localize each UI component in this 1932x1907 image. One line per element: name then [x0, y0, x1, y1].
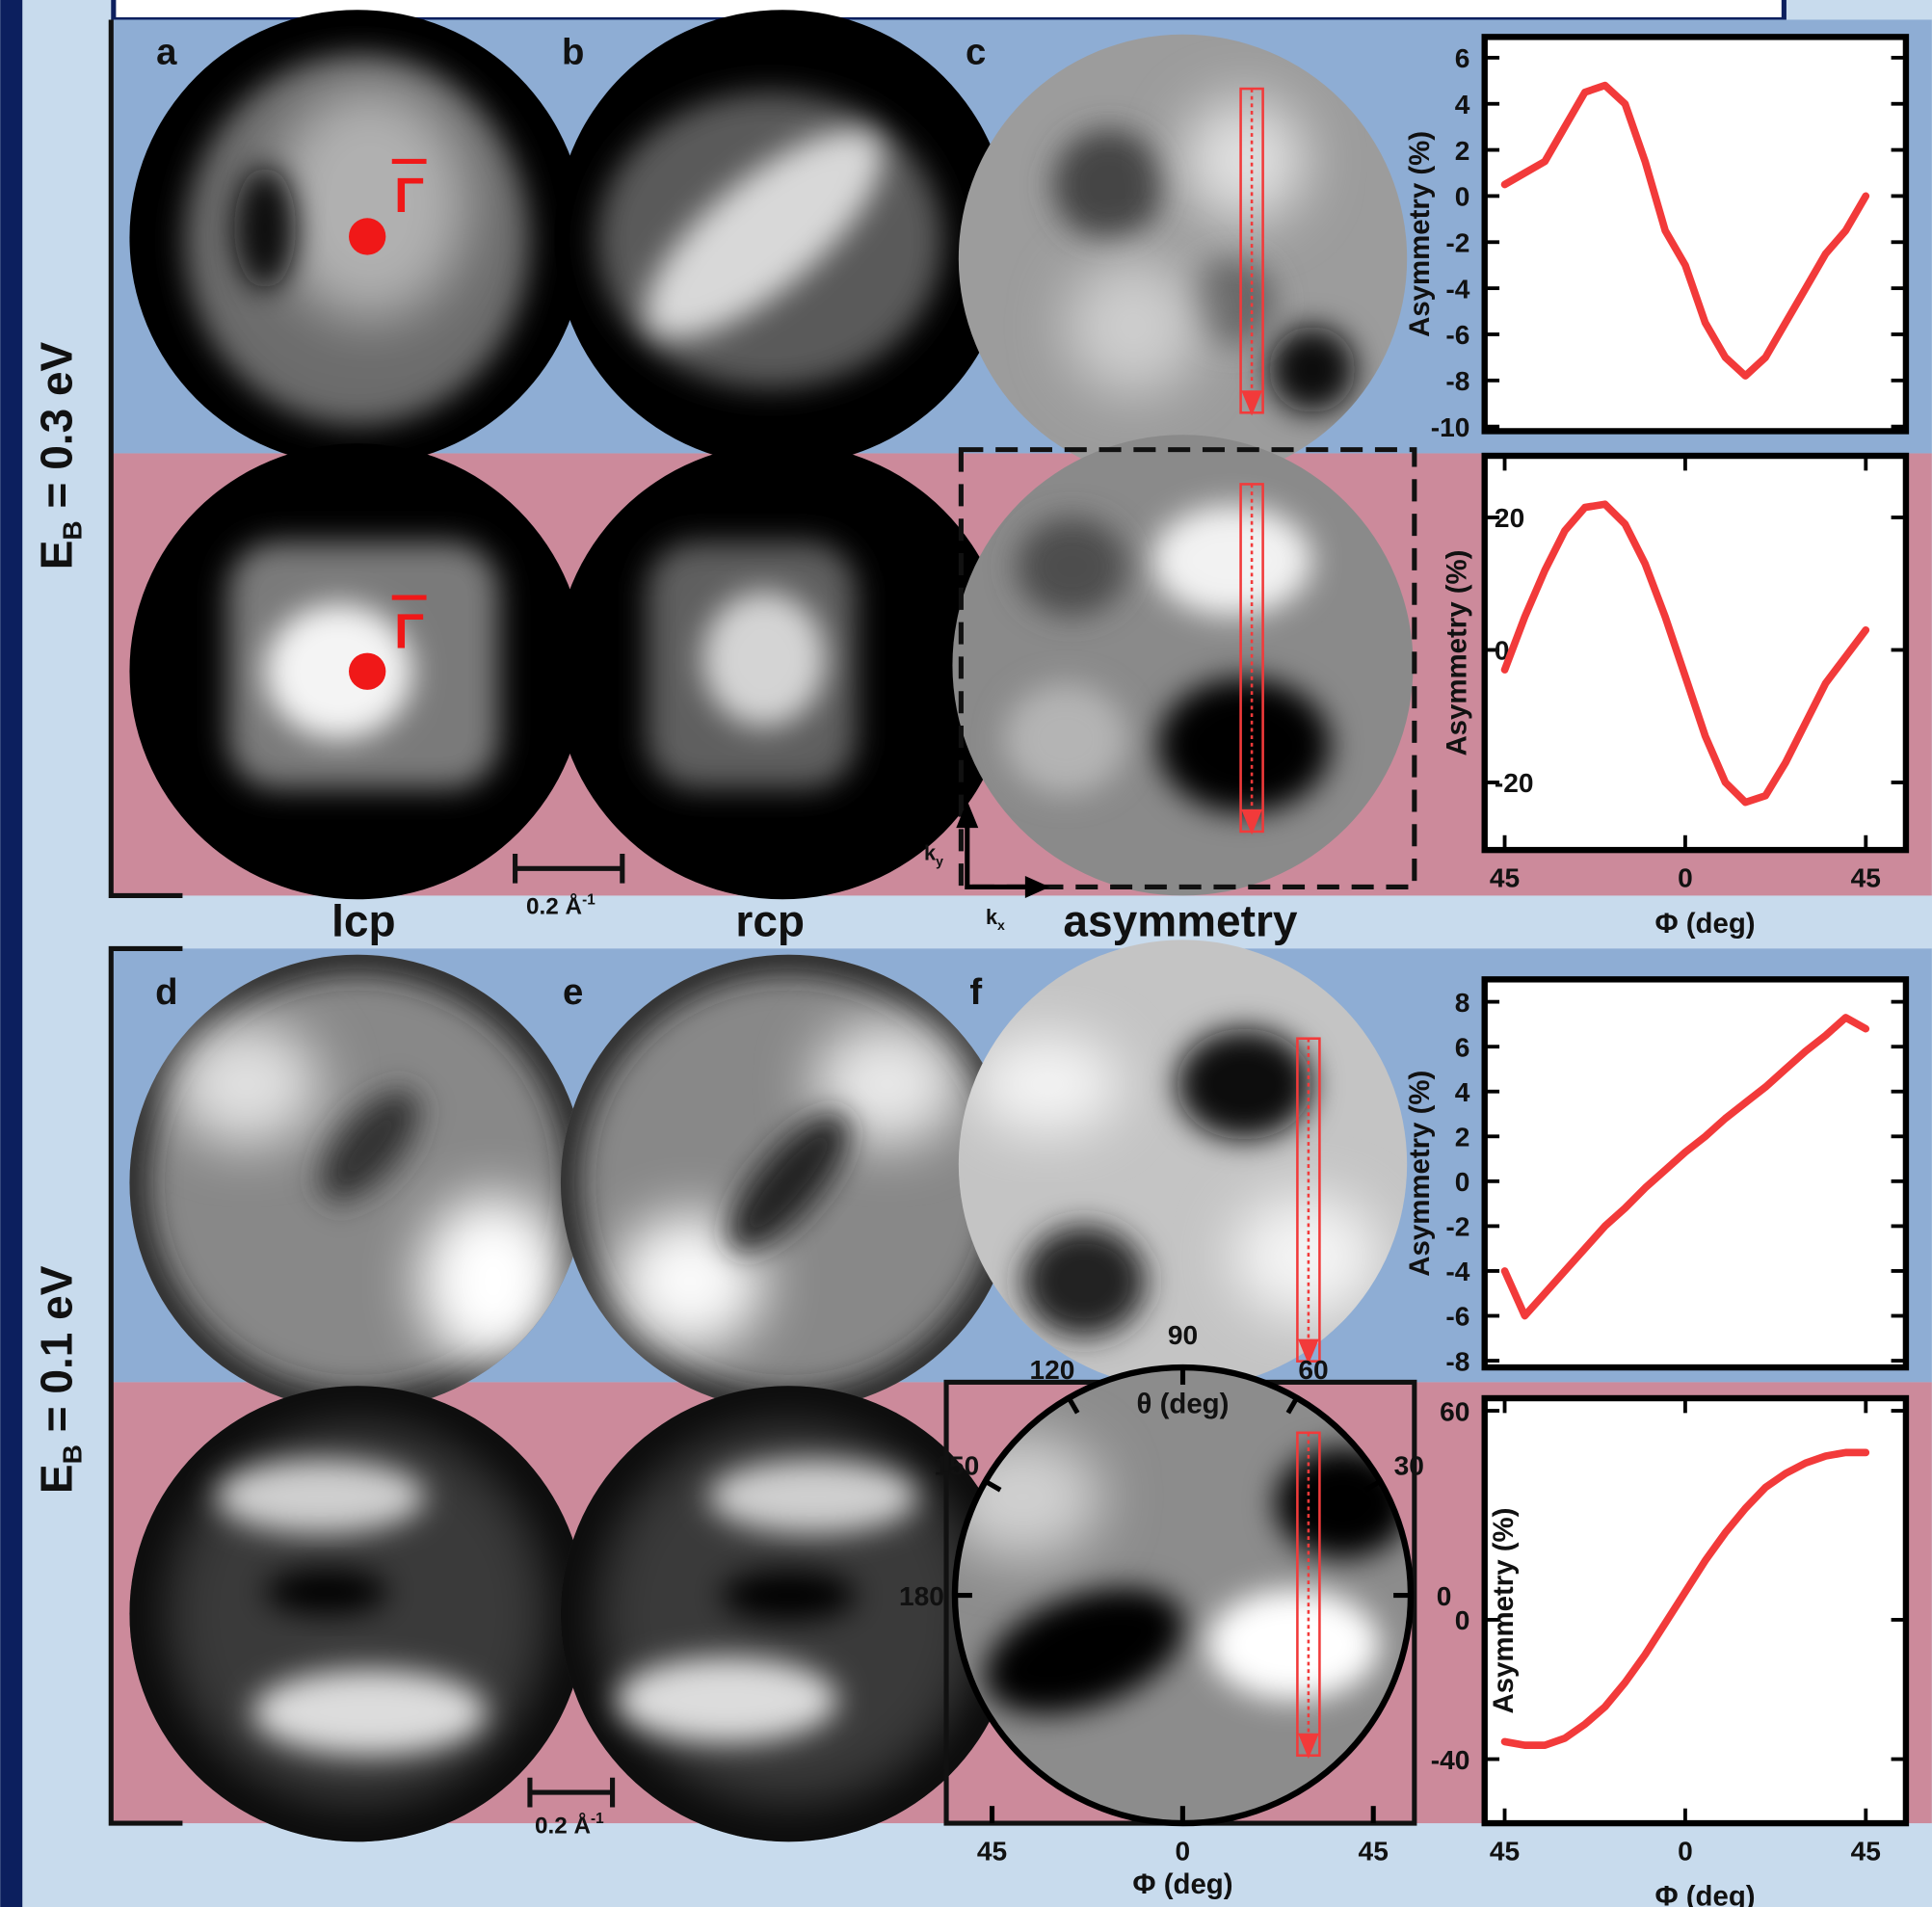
y-axis-label: Asymmetry (%): [1488, 1508, 1520, 1714]
image-b-sim: [555, 443, 1011, 899]
y-tick-label: -40: [1431, 1745, 1470, 1775]
y-tick-label: -4: [1445, 1257, 1469, 1286]
gamma-dot: [349, 653, 385, 690]
plot-frame: [1485, 1398, 1906, 1823]
y-tick-label: -6: [1445, 1302, 1469, 1332]
y-axis-label: Asymmetry (%): [1404, 131, 1436, 337]
image-b-exp: [555, 10, 1011, 465]
panel-letter: b: [562, 31, 584, 72]
image-d-exp: [129, 955, 585, 1411]
y-tick-label: -8: [1445, 1346, 1469, 1376]
y-tick-label: 2: [1455, 1123, 1470, 1152]
y-tick-label: 4: [1455, 90, 1470, 119]
y-axis-label: Asymmetry (%): [1442, 550, 1473, 756]
y-tick-label: 6: [1455, 1032, 1470, 1062]
gamma-dot: [349, 218, 385, 254]
y-tick-label: 60: [1440, 1396, 1469, 1426]
x-tick-label: 45: [1490, 862, 1520, 892]
y-tick-label: 8: [1455, 988, 1470, 1018]
theta-tick-label: 180: [899, 1581, 944, 1611]
y-tick-label: -2: [1445, 1212, 1469, 1242]
theta-tick-label: 30: [1394, 1450, 1424, 1480]
x-tick-label: 0: [1678, 1836, 1693, 1866]
phi-tick-label: 45: [1359, 1836, 1389, 1866]
x-axis-label: Φ (deg): [1654, 908, 1755, 940]
phi-tick-label: 45: [977, 1836, 1007, 1866]
column-label: asymmetry: [1063, 896, 1297, 946]
x-tick-label: 45: [1851, 1836, 1881, 1866]
y-tick-label: -20: [1495, 768, 1534, 798]
y-tick-label: -2: [1445, 228, 1469, 258]
y-tick-label: 4: [1455, 1077, 1470, 1107]
figure: Γ Γ a b c d e f EB = 0.3 eV EB = 0.1 eV …: [0, 0, 1932, 1907]
y-tick-label: 2: [1455, 136, 1470, 166]
panel-letter: e: [563, 971, 583, 1013]
y-tick-label: 0: [1455, 182, 1470, 212]
y-tick-label: -6: [1445, 320, 1469, 350]
y-axis-label: Asymmetry (%): [1404, 1071, 1436, 1277]
y-tick-label: 0: [1455, 1167, 1470, 1197]
theta-label: θ (deg): [1137, 1388, 1230, 1419]
plot-frame: [1485, 456, 1906, 850]
theta-tick-label: 60: [1298, 1355, 1328, 1385]
panel-letter: c: [966, 31, 986, 72]
y-tick-label: -4: [1445, 274, 1469, 304]
y-tick-label: -10: [1431, 412, 1470, 442]
gamma-label: Γ: [394, 603, 424, 658]
x-tick-label: 45: [1851, 862, 1881, 892]
x-tick-label: 0: [1678, 862, 1693, 892]
column-label: rcp: [735, 896, 805, 946]
panel-letter: d: [155, 971, 177, 1013]
theta-tick-label: 0: [1437, 1581, 1452, 1611]
y-tick-label: 6: [1455, 43, 1470, 73]
x-tick-label: 45: [1490, 1836, 1520, 1866]
theta-tick-label: 150: [934, 1450, 979, 1480]
page: {"energy_labels":[{"symbol":"E","subscri…: [0, 0, 1932, 1907]
column-label: lcp: [331, 896, 396, 946]
image-c-exp: [959, 35, 1407, 483]
image-e-exp: [561, 955, 1017, 1411]
gamma-label: Γ: [394, 168, 424, 223]
theta-tick-label: 120: [1030, 1355, 1075, 1385]
image-c-sim: [952, 435, 1413, 895]
x-axis-label: Φ (deg): [1654, 1881, 1755, 1907]
phi-label: Φ (deg): [1132, 1868, 1232, 1900]
phi-tick-label: 0: [1176, 1836, 1191, 1866]
theta-tick-label: 90: [1168, 1320, 1198, 1350]
side-strip: [0, 0, 22, 1907]
y-tick-label: 0: [1455, 1605, 1470, 1635]
panel-letter: a: [156, 31, 177, 72]
plot-frame: [1485, 979, 1906, 1367]
y-tick-label: -8: [1445, 366, 1469, 396]
image-d-sim: [129, 1386, 585, 1841]
panel-letter: f: [969, 971, 982, 1013]
y-tick-label: 20: [1495, 503, 1524, 533]
